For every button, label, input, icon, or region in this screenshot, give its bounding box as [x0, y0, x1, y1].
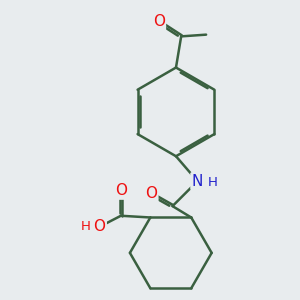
Text: H: H: [80, 220, 90, 233]
Text: O: O: [115, 183, 127, 198]
Text: H: H: [208, 176, 218, 189]
Text: O: O: [153, 14, 165, 29]
Text: N: N: [192, 174, 203, 189]
Text: O: O: [93, 219, 105, 234]
Text: O: O: [145, 187, 157, 202]
